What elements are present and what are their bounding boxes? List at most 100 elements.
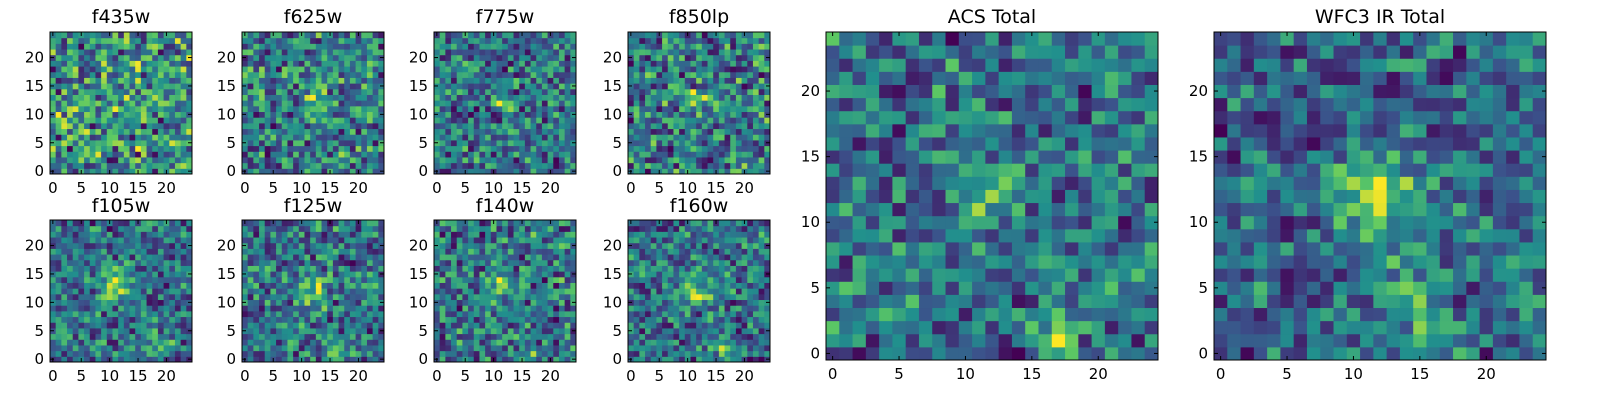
heatmap-cell	[730, 339, 737, 346]
heatmap-cell	[344, 350, 351, 357]
heatmap-cell	[253, 344, 260, 352]
heatmap-cell	[157, 162, 165, 169]
heatmap-cell	[123, 259, 131, 266]
heatmap-cell	[372, 299, 379, 306]
heatmap-cell	[50, 231, 57, 238]
heatmap-cell	[650, 77, 657, 84]
heatmap-cell	[564, 265, 571, 272]
heatmap-cell	[468, 350, 475, 357]
heatmap-cell	[78, 66, 85, 73]
heatmap-cell	[764, 71, 771, 78]
heatmap-cell	[304, 327, 311, 335]
heatmap-cell	[713, 276, 720, 283]
heatmap-cell	[747, 49, 754, 56]
heatmap-cell	[112, 350, 119, 357]
heatmap-cell	[519, 122, 526, 130]
heatmap-cell	[72, 242, 79, 249]
heatmap-cell	[541, 231, 549, 238]
heatmap-cell	[645, 43, 652, 50]
heatmap-cell	[180, 356, 187, 363]
heatmap-cell	[628, 122, 635, 130]
heatmap-cell	[169, 122, 176, 130]
heatmap-cell	[253, 88, 260, 95]
heatmap-cell	[650, 356, 657, 363]
heatmap-cell	[701, 333, 709, 340]
heatmap-cell	[673, 271, 680, 278]
heatmap-cell	[570, 305, 577, 312]
heatmap-cell	[315, 220, 323, 227]
heatmap-cell	[264, 43, 271, 50]
heatmap-cell	[247, 32, 254, 39]
heatmap-cell	[253, 128, 260, 135]
heatmap-cell	[752, 356, 760, 363]
heatmap-cell	[78, 322, 85, 329]
heatmap-cell	[135, 71, 142, 78]
heatmap-cell	[50, 265, 57, 272]
heatmap-cell	[163, 100, 170, 107]
heatmap-cell	[456, 237, 463, 244]
x-tick-label: 10	[292, 367, 311, 385]
heatmap-cell	[541, 83, 549, 90]
heatmap-cell	[662, 293, 669, 301]
heatmap-cell	[662, 71, 669, 78]
heatmap-cell	[101, 60, 108, 67]
heatmap-cell	[541, 37, 549, 44]
heatmap-cell	[696, 305, 703, 312]
heatmap-cell	[673, 276, 680, 283]
heatmap-cell	[118, 305, 125, 312]
heatmap-cell	[372, 293, 379, 301]
heatmap-cell	[735, 356, 743, 363]
heatmap-cell	[679, 305, 686, 312]
heatmap-cell	[72, 54, 79, 61]
heatmap-cell	[101, 265, 108, 272]
heatmap-cell	[135, 305, 142, 312]
heatmap-cell	[310, 231, 317, 238]
heatmap-cell	[690, 32, 697, 39]
heatmap-cell	[180, 139, 187, 147]
heatmap-cell	[146, 225, 153, 232]
x-tick-label: 15	[320, 367, 339, 385]
heatmap-cell	[558, 83, 566, 90]
heatmap-cell	[679, 117, 686, 124]
heatmap-cell	[106, 100, 113, 107]
heatmap-cell	[366, 282, 374, 289]
heatmap-cell	[667, 77, 674, 84]
heatmap-cell	[485, 231, 492, 238]
heatmap-cell	[724, 111, 731, 118]
heatmap-cell	[310, 111, 317, 118]
heatmap-cell	[338, 100, 345, 107]
heatmap-cell	[174, 54, 182, 61]
heatmap-cell	[628, 37, 635, 44]
heatmap-cell	[157, 339, 165, 346]
heatmap-cell	[344, 242, 351, 249]
heatmap-cell	[332, 168, 340, 175]
heatmap-cell	[361, 356, 368, 363]
heatmap-cell	[468, 242, 475, 249]
heatmap-cell	[564, 37, 571, 44]
heatmap-cell	[270, 242, 277, 249]
heatmap-cell	[502, 310, 509, 318]
heatmap-cell	[129, 265, 136, 272]
heatmap-cell	[468, 117, 475, 124]
heatmap-cell	[140, 77, 148, 84]
heatmap-cell	[276, 105, 283, 113]
heatmap-cell	[106, 299, 113, 306]
heatmap-cell	[445, 220, 452, 227]
heatmap-cell	[169, 49, 176, 56]
heatmap-cell	[696, 122, 703, 130]
heatmap-cell	[547, 60, 554, 67]
heatmap-cell	[684, 293, 691, 301]
heatmap-cell	[667, 276, 674, 283]
heatmap-cell	[276, 333, 283, 340]
heatmap-cell	[696, 111, 703, 118]
heatmap-cell	[361, 248, 368, 255]
heatmap-cell	[570, 259, 577, 266]
heatmap-cell	[741, 117, 748, 124]
heatmap-cell	[496, 305, 503, 312]
heatmap-cell	[758, 356, 765, 363]
heatmap-cell	[764, 151, 771, 158]
heatmap-cell	[344, 237, 351, 244]
heatmap-cell	[724, 32, 731, 39]
heatmap-cell	[541, 66, 549, 73]
